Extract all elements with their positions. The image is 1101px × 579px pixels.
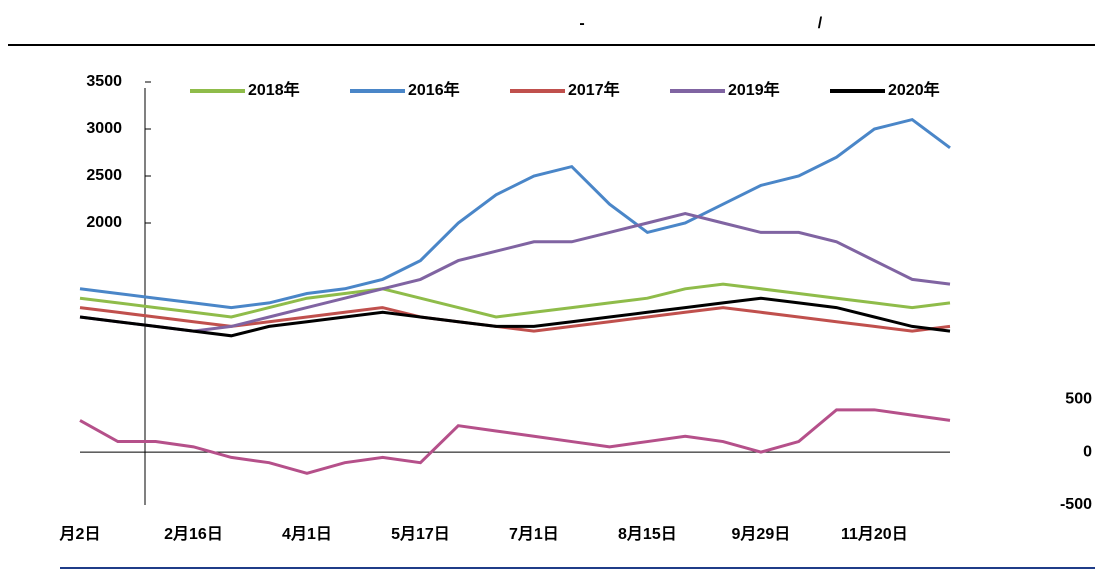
x-tick-label: 2月16日: [164, 525, 223, 543]
series-line: [79, 117, 951, 310]
series-line: [79, 212, 951, 333]
y2-tick-label: 500: [1065, 390, 1092, 407]
series-line: [79, 306, 951, 333]
chart-subtitle: /: [818, 15, 823, 32]
y-tick-label: 3500: [86, 73, 122, 90]
series-line: [79, 296, 951, 338]
series-line: [79, 282, 951, 319]
y-tick-label: 3000: [86, 120, 122, 137]
y2-tick-label: 0: [1083, 443, 1092, 460]
x-tick-label: 7月1日: [509, 525, 559, 543]
x-tick-label: 9月29日: [732, 525, 791, 543]
chart-title: -: [579, 15, 584, 32]
x-tick-label: 5月17日: [391, 525, 450, 543]
legend-label: 2016年: [408, 80, 460, 99]
y-tick-label: 2500: [86, 167, 122, 184]
x-tick-label: 月2日: [59, 525, 101, 543]
x-tick-label: 4月1日: [282, 525, 332, 543]
legend-label: 2019年: [728, 80, 780, 99]
legend-label: 2017年: [568, 80, 620, 99]
legend-label: 2018年: [248, 80, 300, 99]
legend-label: 2020年: [888, 80, 940, 99]
y2-tick-label: -500: [1060, 496, 1092, 513]
series-line: [79, 408, 951, 475]
x-tick-label: 8月15日: [618, 525, 677, 543]
x-tick-label: 11月20日: [841, 525, 908, 543]
y-tick-label: 2000: [86, 214, 122, 231]
